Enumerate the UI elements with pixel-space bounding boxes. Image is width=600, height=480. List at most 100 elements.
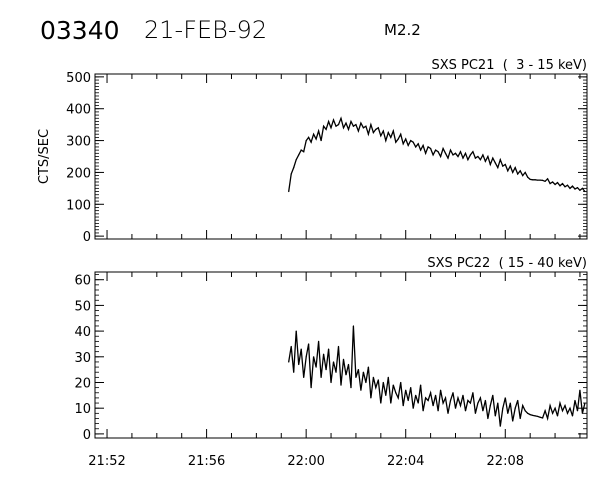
- data-point: [467, 399, 469, 402]
- data-point: [497, 167, 499, 169]
- data-point: [532, 414, 534, 416]
- data-point: [432, 405, 434, 407]
- data-point: [310, 141, 312, 143]
- data-point: [365, 125, 367, 127]
- data-point: [449, 149, 452, 151]
- data-point: [464, 410, 467, 412]
- data-point: [482, 154, 484, 156]
- data-point: [502, 165, 504, 167]
- data-point: [502, 407, 504, 409]
- data-point: [330, 127, 332, 129]
- data-point: [327, 120, 330, 123]
- data-point: [412, 141, 414, 143]
- data-point: [576, 410, 579, 412]
- data-point: [298, 363, 300, 366]
- event-date: 21-FEB-92: [144, 16, 268, 44]
- data-point: [387, 376, 389, 378]
- data-point: [367, 366, 369, 368]
- data-point: [390, 136, 392, 138]
- data-point: [417, 402, 419, 404]
- y-tick-label: 10: [74, 402, 91, 417]
- data-point: [447, 412, 449, 414]
- y-tick-label: 40: [74, 325, 91, 340]
- data-point: [313, 133, 315, 135]
- data-point: [479, 397, 481, 399]
- data-point: [499, 159, 501, 161]
- data-point: [357, 369, 360, 371]
- data-point: [317, 130, 320, 132]
- y-tick-label: 0: [83, 428, 91, 443]
- data-point: [449, 399, 452, 402]
- data-point: [546, 178, 549, 180]
- y-tick-label: 200: [66, 166, 91, 181]
- data-point: [584, 190, 586, 193]
- data-point: [387, 132, 389, 134]
- data-point: [350, 120, 352, 123]
- data-point: [377, 379, 379, 381]
- data-point: [519, 170, 521, 172]
- data-point: [549, 182, 551, 185]
- data-point: [370, 124, 372, 126]
- data-point: [360, 122, 362, 124]
- event-id: 03340: [40, 16, 120, 45]
- data-point: [397, 138, 399, 140]
- data-point: [434, 394, 437, 396]
- data-point: [472, 392, 474, 394]
- data-point: [432, 154, 434, 156]
- series-line: [288, 325, 586, 427]
- data-point: [352, 125, 355, 127]
- data-point: [564, 405, 566, 407]
- data-point: [400, 133, 402, 135]
- data-point: [400, 381, 402, 384]
- data-point: [494, 162, 496, 164]
- data-point: [355, 376, 357, 378]
- data-point: [489, 163, 491, 166]
- data-point: [546, 417, 549, 420]
- data-point: [427, 399, 429, 402]
- data-point: [522, 405, 524, 407]
- data-point: [542, 417, 544, 419]
- data-point: [345, 374, 347, 376]
- data-point: [484, 160, 486, 162]
- data-point: [517, 173, 519, 175]
- data-point: [422, 410, 424, 412]
- data-point: [512, 420, 514, 422]
- data-point: [469, 402, 472, 404]
- data-point: [574, 399, 576, 402]
- data-point: [532, 179, 534, 181]
- data-point: [571, 185, 574, 187]
- data-point: [442, 402, 444, 404]
- data-point: [390, 402, 392, 404]
- data-point: [288, 361, 290, 363]
- data-point: [392, 130, 394, 132]
- data-point: [410, 139, 412, 142]
- data-point: [477, 402, 479, 404]
- data-point: [437, 151, 439, 153]
- data-point: [298, 154, 300, 156]
- x-tick-label: 22:00: [287, 454, 324, 469]
- y-tick-label: 0: [83, 230, 91, 245]
- data-point: [407, 144, 409, 146]
- data-point: [417, 143, 419, 145]
- data-point: [459, 151, 462, 153]
- data-point: [452, 392, 454, 394]
- data-point: [310, 387, 312, 389]
- data-point: [332, 119, 335, 121]
- data-point: [559, 402, 561, 404]
- data-point: [479, 159, 481, 161]
- y-tick-label: 30: [74, 351, 91, 366]
- data-point: [355, 124, 357, 126]
- data-point: [295, 159, 297, 161]
- panel-title: SXS PC21 ( 3 - 15 keV): [431, 58, 587, 73]
- data-point: [375, 387, 377, 389]
- data-point: [382, 130, 384, 132]
- data-point: [430, 147, 432, 150]
- data-point: [539, 179, 541, 181]
- data-point: [308, 136, 310, 138]
- data-point: [457, 155, 459, 158]
- data-point: [484, 399, 486, 402]
- data-point: [442, 147, 444, 150]
- data-point: [308, 343, 310, 345]
- data-point: [410, 387, 412, 389]
